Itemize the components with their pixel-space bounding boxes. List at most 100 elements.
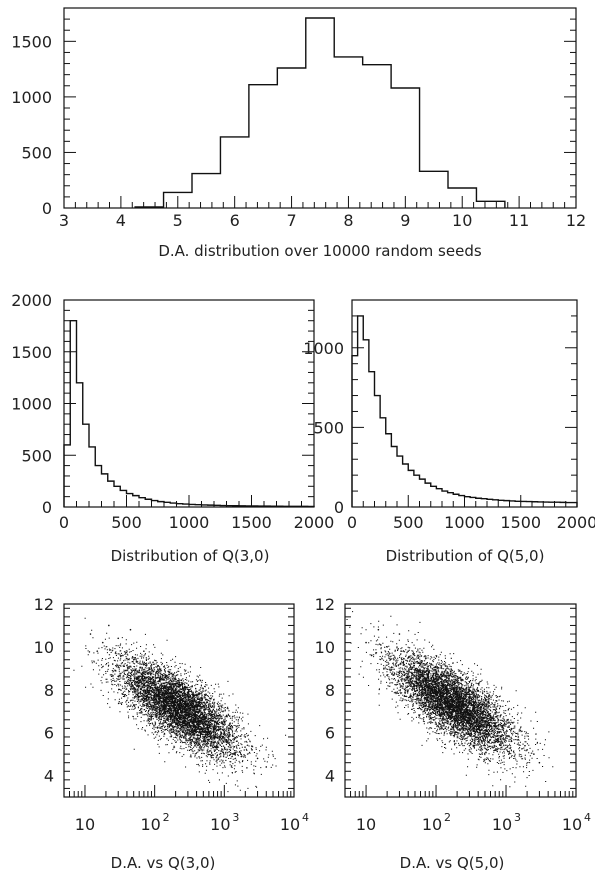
histogram-bin xyxy=(264,506,270,507)
q30-histogram-panel: 0 500 1000 1500 2000 0 500 1000 1500 2000 Distri… xyxy=(11,291,334,565)
histogram-bin xyxy=(487,499,493,507)
da-vs-q50-x-tick-labels: 10 10 2 10 3 10 4 xyxy=(356,811,591,834)
scatter-point xyxy=(191,714,194,717)
x-tick-label-base: 10 xyxy=(280,815,300,834)
scatter-point xyxy=(538,761,541,764)
scatter-point xyxy=(235,740,238,743)
y-tick-label: 1000 xyxy=(11,395,52,414)
x-tick-label-exponent: 2 xyxy=(163,811,170,824)
scatter-point xyxy=(463,697,465,700)
histogram-bin xyxy=(108,481,114,507)
histogram-bin xyxy=(289,506,295,507)
scatter-point xyxy=(96,650,99,652)
histogram-bin xyxy=(283,506,289,507)
histogram-bin xyxy=(164,192,192,208)
histogram-bin xyxy=(135,207,163,208)
histogram-bin xyxy=(233,506,239,507)
da-vs-q50-ticks xyxy=(344,607,577,798)
histogram-bin xyxy=(442,491,448,507)
histogram-bin xyxy=(183,504,189,507)
x-tick-label: 9 xyxy=(400,211,410,230)
da-histogram-x-axis-title: D.A. distribution over 10000 random seed… xyxy=(158,242,482,260)
histogram-bin xyxy=(465,497,471,507)
x-tick-label: 6 xyxy=(230,211,240,230)
scatter-point xyxy=(89,633,92,635)
scatter-point xyxy=(386,646,388,648)
scatter-point xyxy=(453,688,455,691)
q30-histogram-x-tick-labels: 0 500 1000 1500 2000 xyxy=(59,513,334,532)
histogram-bin xyxy=(476,498,482,507)
x-tick-label: 1500 xyxy=(231,513,272,532)
x-tick-label: 5 xyxy=(173,211,183,230)
histogram-bin xyxy=(476,201,504,208)
scatter-point xyxy=(132,658,135,661)
scatter-point xyxy=(111,663,114,665)
histogram-step-outline xyxy=(63,320,315,508)
scatter-point xyxy=(517,736,520,738)
scatter-point xyxy=(424,688,427,691)
histogram-bin xyxy=(358,316,364,507)
da-vs-q50-point-cloud xyxy=(346,611,554,788)
y-tick-label: 0 xyxy=(42,199,52,218)
histogram-bin xyxy=(195,505,201,507)
x-tick-label: 7 xyxy=(286,211,296,230)
histogram-bin xyxy=(526,502,532,507)
scatter-point xyxy=(223,731,226,734)
histogram-bin xyxy=(538,502,544,507)
histogram-bin xyxy=(334,57,362,208)
histogram-bin xyxy=(363,340,369,507)
y-tick-label: 6 xyxy=(325,724,335,743)
x-tick-label: 500 xyxy=(393,513,424,532)
histogram-bin xyxy=(408,470,414,507)
x-tick-label-exponent: 3 xyxy=(514,811,521,824)
scatter-point xyxy=(150,667,153,670)
scatter-point xyxy=(428,671,431,674)
q30-histogram-x-axis-title: Distribution of Q(3,0) xyxy=(111,547,270,565)
histogram-bin xyxy=(369,372,375,507)
histogram-bin xyxy=(83,424,89,507)
q30-histogram-ticks xyxy=(63,299,315,508)
scatter-point xyxy=(153,680,156,682)
histogram-bin xyxy=(403,464,409,507)
histogram-bin xyxy=(391,446,397,507)
y-tick-label: 6 xyxy=(44,724,54,743)
da-vs-q30-y-tick-labels: 4 6 8 10 12 xyxy=(34,595,54,786)
da-histogram-y-tick-labels: 0 500 1000 1500 xyxy=(11,32,52,218)
histogram-bin xyxy=(425,483,431,507)
histogram-bin xyxy=(170,503,176,507)
scatter-point xyxy=(195,701,198,704)
histogram-bin xyxy=(127,494,133,507)
histogram-bin xyxy=(270,506,276,507)
x-tick-label-base: 10 xyxy=(422,815,442,834)
histogram-bin xyxy=(543,502,549,507)
histogram-bin xyxy=(560,502,566,507)
scatter-point xyxy=(212,727,215,730)
scatter-point xyxy=(229,723,231,725)
x-tick-label-exponent: 3 xyxy=(232,811,239,824)
scatter-point xyxy=(166,676,168,678)
histogram-bin xyxy=(258,506,264,507)
x-tick-label: 10 xyxy=(452,211,472,230)
histogram-bin xyxy=(504,501,510,507)
y-tick-label: 10 xyxy=(34,638,54,657)
scatter-point xyxy=(174,688,177,691)
x-tick-label: 2000 xyxy=(557,513,595,532)
histogram-bin xyxy=(145,499,151,507)
x-tick-label: 3 xyxy=(59,211,69,230)
x-tick-label: 8 xyxy=(343,211,353,230)
scatter-point xyxy=(440,680,443,682)
y-tick-label: 8 xyxy=(325,681,335,700)
histogram-bin xyxy=(386,434,392,507)
x-tick-label: 1000 xyxy=(169,513,210,532)
scatter-point xyxy=(419,663,422,665)
histogram-bin xyxy=(220,506,226,507)
histogram-bin xyxy=(302,506,308,507)
histogram-bin xyxy=(521,501,527,507)
histogram-bin xyxy=(515,501,521,507)
x-tick-label-base: 10 xyxy=(210,815,230,834)
y-tick-label: 10 xyxy=(315,638,335,657)
scatter-point xyxy=(244,736,247,738)
histogram-bin xyxy=(306,18,334,208)
histogram-bin xyxy=(192,174,220,208)
